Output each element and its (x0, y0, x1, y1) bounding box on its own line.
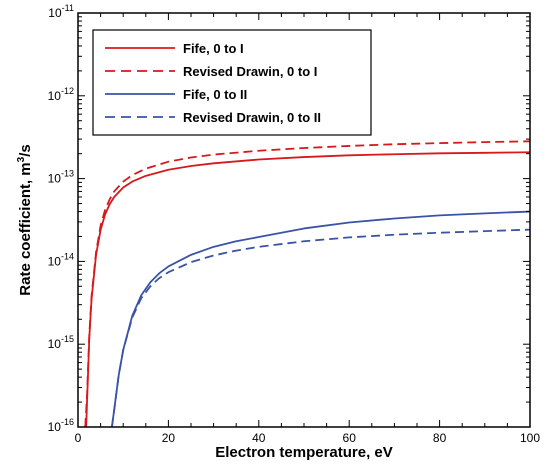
y-tick-label-base: 10 (48, 6, 62, 20)
series-line (84, 140, 530, 427)
series-layer (84, 140, 530, 427)
x-axis-title: Electron temperature, eV (215, 444, 393, 461)
y-tick-label-exp: -13 (61, 169, 74, 179)
y-tick-label-exp: -12 (61, 86, 74, 96)
legend-label: Fife, 0 to I (183, 41, 244, 56)
y-axis-title: Rate coefficient, m3/s (16, 144, 34, 295)
y-tick-label-exp: -16 (61, 417, 74, 427)
plot-frame (77, 12, 531, 428)
y-tick-label: 10-16 (48, 417, 74, 434)
legend-label: Revised Drawin, 0 to II (183, 110, 321, 125)
y-tick-label-exp: -15 (61, 334, 74, 344)
series-line (111, 228, 530, 427)
y-tick-label-base: 10 (48, 420, 62, 434)
series-line (85, 151, 530, 427)
y-axis-title-tail: /s (17, 144, 34, 157)
legend-label: Fife, 0 to II (183, 87, 247, 102)
x-tick-label: 80 (433, 431, 447, 445)
y-tick-label: 10-13 (48, 169, 74, 186)
y-tick-label-base: 10 (48, 254, 62, 268)
y-axis-title-main: Rate coefficient, m (17, 162, 34, 295)
y-tick-label: 10-11 (48, 3, 74, 20)
legend: Fife, 0 to I Revised Drawin, 0 to I Fife, … (92, 29, 372, 136)
x-tick-label: 0 (75, 431, 82, 445)
y-tick-label-exp: -11 (62, 3, 74, 13)
y-tick-label-base: 10 (48, 172, 62, 186)
y-tick-label-base: 10 (48, 337, 62, 351)
y-tick-label: 10-12 (48, 86, 74, 103)
y-tick-label-base: 10 (48, 89, 62, 103)
y-tick-label: 10-15 (48, 334, 74, 351)
y-tick-label: 10-14 (48, 251, 74, 268)
x-tick-label: 20 (162, 431, 176, 445)
x-tick-label: 60 (343, 431, 357, 445)
x-tick-label: 40 (252, 431, 266, 445)
legend-label: Revised Drawin, 0 to I (183, 64, 317, 79)
y-tick-label-exp: -14 (61, 251, 74, 261)
x-tick-label: 100 (520, 431, 540, 445)
y-axis-title-sup: 3 (16, 156, 27, 162)
